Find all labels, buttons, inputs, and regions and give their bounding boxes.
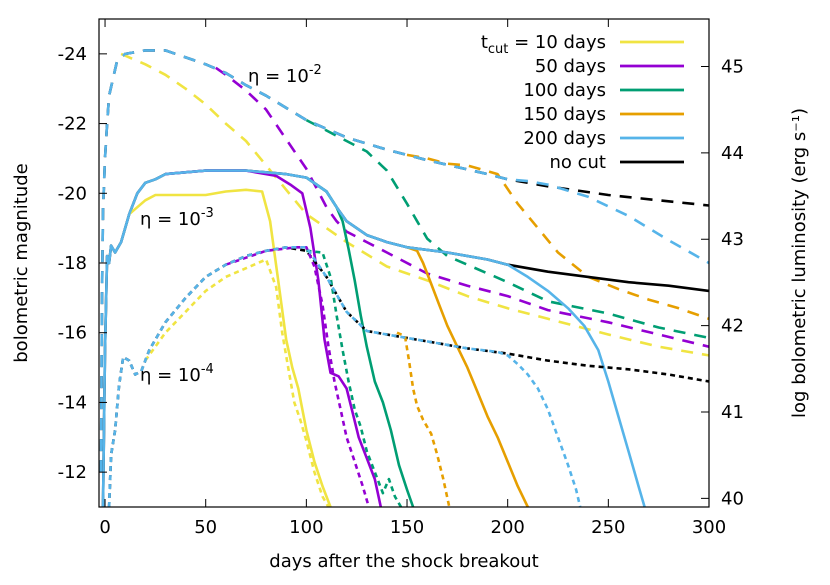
series-line-eta-1e-3-cut-10 — [128, 188, 332, 507]
eta-annotation: η = 10-2 — [248, 63, 322, 87]
series-line-eta-1e-3-cut-200 — [101, 169, 646, 507]
x-tick-label: 250 — [591, 517, 625, 538]
series-line-eta-1e-3-cut-100 — [305, 176, 415, 507]
annotation-layer: η = 10-2 η = 10-3 η = 10-4 — [140, 63, 322, 386]
axis-layer: 0 50 100 150 200 250 300 -12 -14 -16 -18 -20 -22 -24 4… — [58, 19, 744, 538]
y2-tick-label: 42 — [721, 316, 744, 337]
series-layer — [99, 49, 709, 507]
series-line-eta-1e-3-cut-150 — [406, 246, 529, 507]
eta-annotation: η = 10-3 — [140, 206, 214, 230]
series-line-eta-1e-4-cut-200 — [107, 246, 582, 507]
legend-label: tcut = 10 days — [481, 32, 606, 57]
y-tick-label: -18 — [58, 253, 87, 274]
y-tick-label: -24 — [58, 44, 87, 65]
series-line-eta-1e-3-cut-50 — [165, 169, 383, 507]
series-line-eta-1e-2-cut-150 — [406, 153, 709, 321]
eta-annotation: η = 10-4 — [140, 362, 214, 386]
x-tick-label: 0 — [99, 517, 110, 538]
plot-frame — [98, 18, 710, 508]
series-line-eta-1e-2-cut-50 — [215, 66, 709, 348]
series-line-eta-1e-2-cut-200 — [99, 49, 709, 473]
legend-label: 150 days — [523, 104, 606, 125]
series-line-eta-1e-4-cut-10 — [144, 258, 330, 507]
x-tick-label: 50 — [194, 517, 217, 538]
legend-label: 200 days — [523, 128, 606, 149]
series-line-eta-1e-4-cut-150 — [396, 331, 451, 507]
legend-label: 50 days — [535, 56, 606, 77]
legend-label: 100 days — [523, 80, 606, 101]
y-axis-label: bolometric magnitude — [11, 163, 32, 363]
y2-axis-label: log bolometric luminosity (erg s⁻¹) — [789, 108, 810, 418]
x-tick-label: 100 — [289, 517, 323, 538]
y-tick-label: -16 — [58, 323, 87, 344]
y-tick-label: -12 — [58, 462, 87, 483]
y2-tick-label: 41 — [721, 402, 744, 423]
x-tick-label: 200 — [491, 517, 525, 538]
x-axis-label: days after the shock breakout — [269, 551, 538, 572]
legend-label: no cut — [549, 152, 606, 173]
y2-tick-label: 43 — [721, 229, 744, 250]
x-tick-label: 300 — [692, 517, 726, 538]
y2-tick-label: 40 — [721, 488, 744, 509]
series-line-eta-1e-2-cut-100 — [305, 118, 709, 340]
y2-tick-label: 44 — [721, 143, 744, 164]
x-tick-label: 150 — [390, 517, 424, 538]
series-line-eta-1e-2-cut-10 — [120, 52, 709, 357]
y2-tick-label: 45 — [721, 57, 744, 78]
series-line-eta-1e-4-cut-50 — [225, 246, 371, 507]
y-tick-label: -22 — [58, 114, 87, 135]
y-tick-label: -20 — [58, 183, 87, 204]
y-tick-label: -14 — [58, 392, 87, 413]
